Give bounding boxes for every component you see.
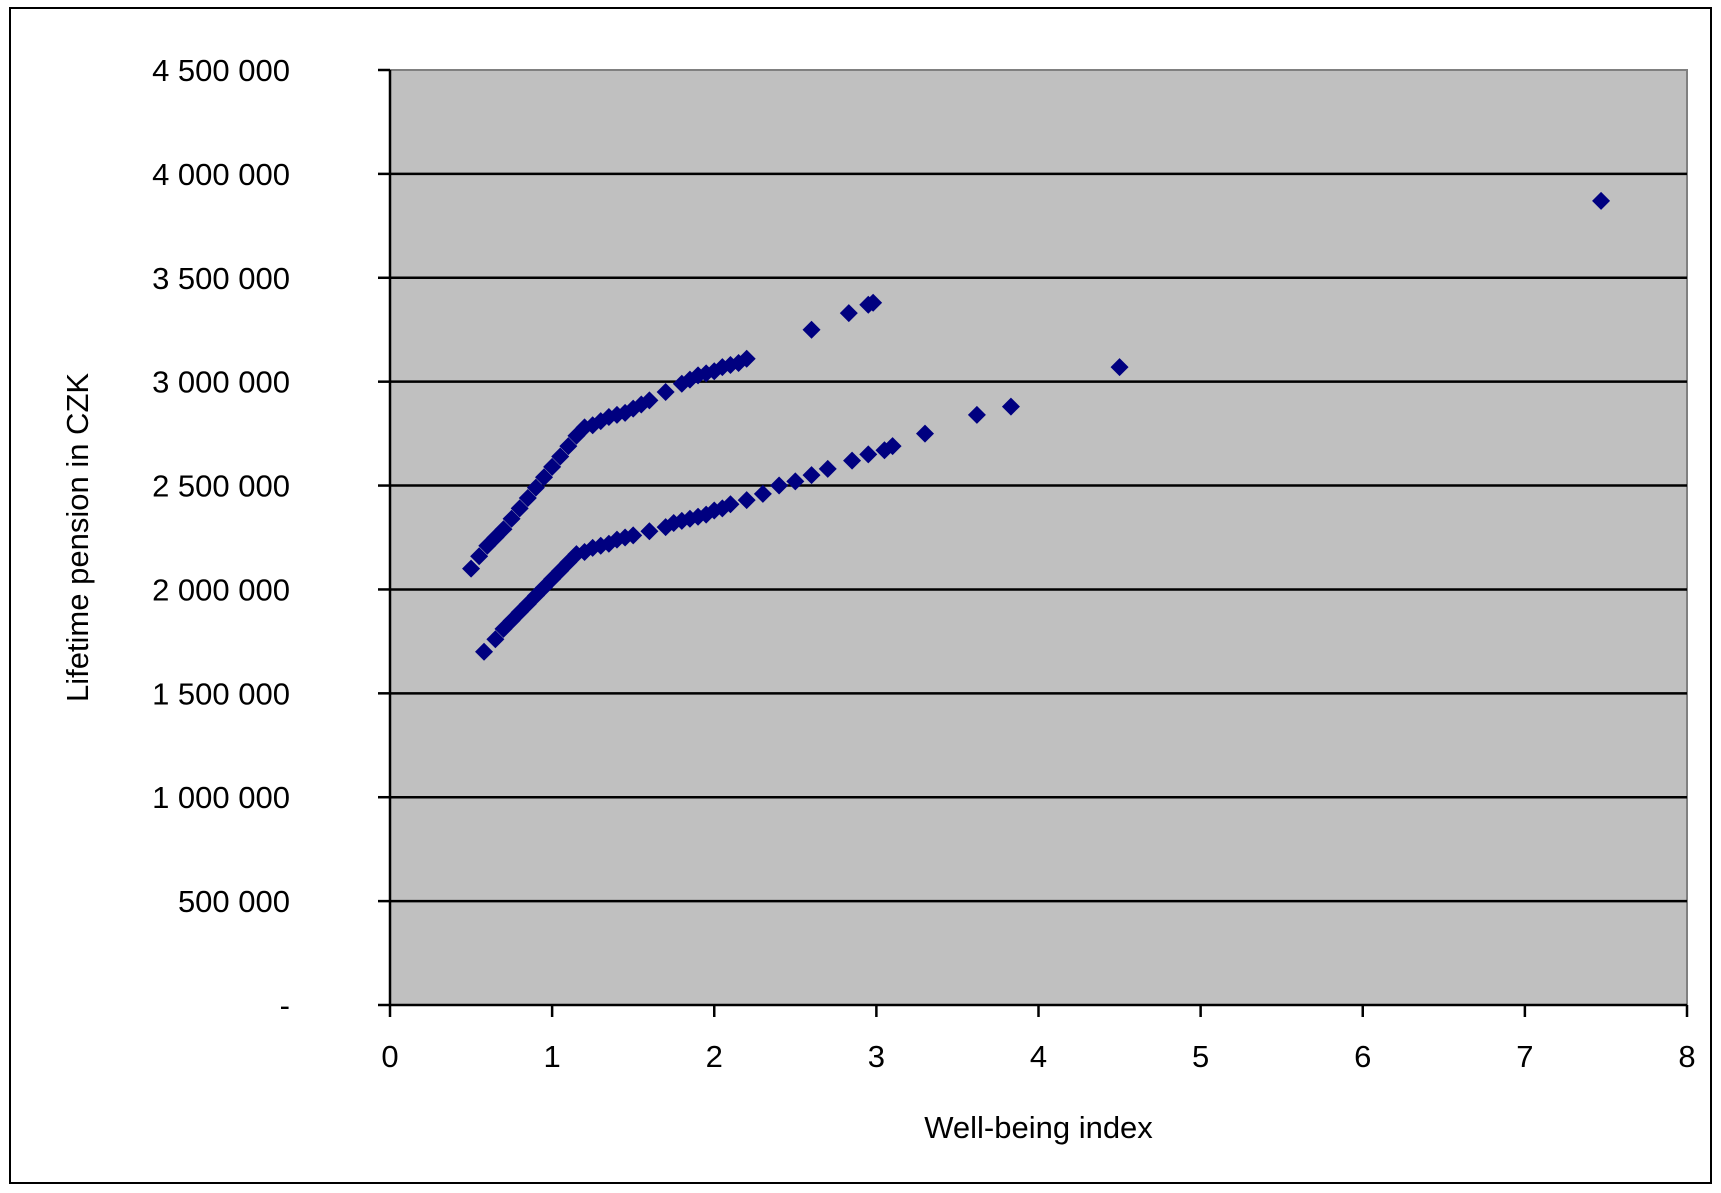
data-point-s1-38 bbox=[883, 437, 902, 456]
data-point-s1-40 bbox=[967, 405, 986, 424]
data-point-s0-6 bbox=[510, 499, 529, 518]
data-point-s1-29 bbox=[737, 491, 756, 510]
data-point-s0-5 bbox=[502, 509, 521, 528]
y-tick-label: 4 000 000 bbox=[152, 157, 290, 192]
y-tick-label: 2 500 000 bbox=[152, 469, 290, 504]
data-point-s0-33 bbox=[802, 320, 821, 339]
y-tick-label: 4 500 000 bbox=[152, 53, 290, 88]
y-tick-label: 3 500 000 bbox=[152, 261, 290, 296]
data-point-s0-12 bbox=[559, 437, 578, 456]
data-point-s0-34 bbox=[839, 304, 858, 323]
data-point-s1-34 bbox=[818, 459, 837, 478]
x-tick-label: 5 bbox=[1192, 1039, 1209, 1074]
data-point-s1-18 bbox=[624, 526, 643, 545]
data-point-s0-38 bbox=[1592, 191, 1611, 210]
data-point-s1-39 bbox=[916, 424, 935, 443]
y-tick-label: 2 000 000 bbox=[152, 572, 290, 607]
data-point-s0-0 bbox=[462, 559, 481, 578]
x-tick-label: 2 bbox=[706, 1039, 723, 1074]
x-tick-label: 6 bbox=[1354, 1039, 1371, 1074]
y-tick-label: 500 000 bbox=[178, 884, 290, 919]
y-tick-label: 1 500 000 bbox=[152, 676, 290, 711]
data-point-s0-23 bbox=[656, 383, 675, 402]
y-tick-label: - bbox=[280, 988, 290, 1023]
x-tick-label: 8 bbox=[1678, 1039, 1695, 1074]
data-point-s0-8 bbox=[526, 478, 545, 497]
data-point-s1-33 bbox=[802, 466, 821, 485]
x-axis-title: Well-being index bbox=[924, 1110, 1153, 1145]
data-point-s0-37 bbox=[1110, 358, 1129, 377]
data-point-s1-1 bbox=[486, 630, 505, 649]
data-point-s1-25 bbox=[697, 505, 716, 524]
data-point-s0-1 bbox=[470, 547, 489, 566]
y-tick-label: 3 000 000 bbox=[152, 365, 290, 400]
y-tick-label: 1 000 000 bbox=[152, 780, 290, 815]
data-point-s0-7 bbox=[518, 489, 537, 508]
data-point-s0-10 bbox=[543, 457, 562, 476]
data-point-s0-11 bbox=[551, 447, 570, 466]
data-point-s1-19 bbox=[640, 522, 659, 541]
data-point-s0-4 bbox=[494, 520, 513, 539]
data-point-s1-35 bbox=[843, 451, 862, 470]
data-point-s0-32 bbox=[737, 349, 756, 368]
data-point-s1-32 bbox=[786, 472, 805, 491]
data-point-s0-22 bbox=[640, 391, 659, 410]
x-tick-label: 3 bbox=[868, 1039, 885, 1074]
x-tick-label: 1 bbox=[544, 1039, 561, 1074]
data-point-s0-36 bbox=[864, 293, 883, 312]
x-tick-label: 0 bbox=[381, 1039, 398, 1074]
data-point-s1-30 bbox=[753, 484, 772, 503]
data-point-s0-9 bbox=[535, 468, 554, 487]
plot-area bbox=[389, 69, 1688, 1006]
data-point-s1-41 bbox=[1001, 397, 1020, 416]
data-point-s1-36 bbox=[859, 445, 878, 464]
data-point-s1-31 bbox=[770, 476, 789, 495]
x-tick-label: 7 bbox=[1516, 1039, 1533, 1074]
data-point-s1-0 bbox=[475, 642, 494, 661]
data-point-s1-28 bbox=[721, 495, 740, 514]
y-axis-title: Lifetime pension in CZK bbox=[60, 373, 95, 702]
x-tick-label: 4 bbox=[1030, 1039, 1047, 1074]
